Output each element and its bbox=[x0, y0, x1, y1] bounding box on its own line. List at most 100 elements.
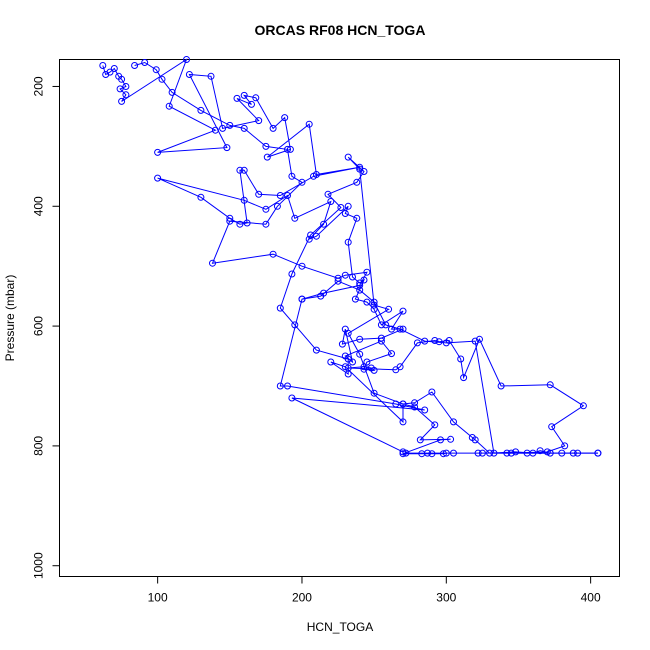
data-point bbox=[252, 94, 260, 102]
data-point bbox=[439, 450, 447, 458]
data-point bbox=[370, 298, 378, 306]
data-point bbox=[211, 126, 219, 134]
data-point bbox=[226, 121, 234, 129]
data-point bbox=[288, 270, 296, 278]
y-axis-label: Pressure (mbar) bbox=[3, 275, 17, 362]
data-point bbox=[240, 91, 248, 99]
data-point bbox=[367, 364, 375, 372]
data-point bbox=[353, 214, 361, 222]
y-tick-label: 1000 bbox=[32, 552, 46, 579]
data-point bbox=[185, 71, 193, 78]
data-point bbox=[183, 56, 190, 63]
data-point bbox=[388, 350, 395, 358]
data-point bbox=[99, 62, 107, 69]
data-point bbox=[207, 72, 215, 80]
data-point bbox=[262, 220, 270, 228]
data-point bbox=[431, 337, 439, 344]
data-point bbox=[152, 66, 160, 74]
data-point bbox=[284, 145, 291, 153]
data-point bbox=[141, 59, 149, 66]
data-point bbox=[450, 449, 457, 457]
data-point bbox=[305, 120, 313, 128]
data-point bbox=[284, 192, 291, 199]
data-point bbox=[497, 382, 505, 390]
y-tick-label: 400 bbox=[32, 196, 46, 216]
data-point bbox=[399, 418, 407, 426]
data-point bbox=[416, 436, 424, 444]
data-point bbox=[341, 210, 349, 217]
data-point bbox=[276, 382, 284, 390]
data-point bbox=[546, 381, 554, 389]
data-point bbox=[523, 449, 531, 457]
series-line-3 bbox=[301, 280, 598, 454]
data-point bbox=[399, 448, 407, 456]
data-point bbox=[298, 178, 306, 186]
data-point bbox=[442, 449, 450, 457]
data-point bbox=[413, 339, 421, 347]
x-tick-label: 200 bbox=[292, 591, 312, 605]
data-point bbox=[298, 262, 306, 270]
data-point bbox=[288, 172, 296, 180]
data-point bbox=[370, 305, 378, 313]
data-point bbox=[431, 421, 439, 429]
data-point bbox=[579, 402, 587, 410]
data-point bbox=[478, 449, 486, 457]
data-point bbox=[442, 339, 450, 347]
data-point bbox=[154, 148, 162, 156]
data-point bbox=[291, 214, 299, 222]
data-point bbox=[240, 196, 248, 204]
data-point bbox=[356, 286, 364, 294]
y-tick-label: 600 bbox=[32, 316, 46, 336]
series-line-2 bbox=[134, 61, 425, 453]
data-point bbox=[165, 102, 173, 110]
data-point bbox=[168, 88, 176, 96]
data-point bbox=[263, 153, 271, 161]
data-point bbox=[334, 277, 342, 285]
data-point bbox=[356, 281, 364, 289]
data-point bbox=[360, 363, 368, 371]
data-point bbox=[248, 100, 255, 108]
data-point bbox=[382, 321, 390, 329]
data-point bbox=[474, 449, 482, 457]
data-point bbox=[471, 436, 479, 444]
data-point bbox=[327, 358, 335, 366]
data-point bbox=[312, 346, 320, 354]
data-point bbox=[131, 62, 139, 69]
data-point bbox=[344, 153, 352, 161]
data-point bbox=[377, 337, 385, 345]
data-point bbox=[240, 124, 248, 132]
data-point bbox=[341, 271, 349, 279]
data-point bbox=[421, 337, 429, 345]
data-point bbox=[476, 335, 483, 343]
data-point bbox=[356, 335, 364, 343]
plot-frame bbox=[59, 59, 620, 577]
data-point bbox=[219, 124, 227, 132]
data-point bbox=[471, 337, 479, 345]
data-point bbox=[424, 449, 431, 457]
data-point bbox=[197, 193, 205, 201]
data-point bbox=[276, 304, 284, 312]
data-point bbox=[561, 442, 569, 450]
y-tick-label: 800 bbox=[32, 436, 46, 456]
data-point bbox=[240, 166, 248, 174]
data-point bbox=[385, 305, 393, 313]
data-point bbox=[341, 363, 349, 371]
data-point bbox=[276, 192, 284, 199]
data-point bbox=[255, 190, 263, 198]
data-point bbox=[273, 202, 281, 210]
data-point bbox=[310, 172, 317, 180]
data-point bbox=[327, 198, 335, 205]
data-point bbox=[490, 449, 498, 457]
y-tick-label: 200 bbox=[32, 76, 46, 96]
data-point bbox=[122, 91, 130, 99]
data-point bbox=[396, 363, 404, 371]
data-point bbox=[255, 117, 263, 125]
data-point bbox=[269, 124, 277, 132]
data-point bbox=[281, 114, 289, 122]
data-point bbox=[356, 350, 364, 358]
data-point bbox=[428, 450, 436, 458]
data-point bbox=[233, 94, 241, 102]
x-tick-label: 100 bbox=[148, 591, 168, 605]
data-point bbox=[344, 355, 352, 363]
x-tick-label: 300 bbox=[436, 591, 456, 605]
